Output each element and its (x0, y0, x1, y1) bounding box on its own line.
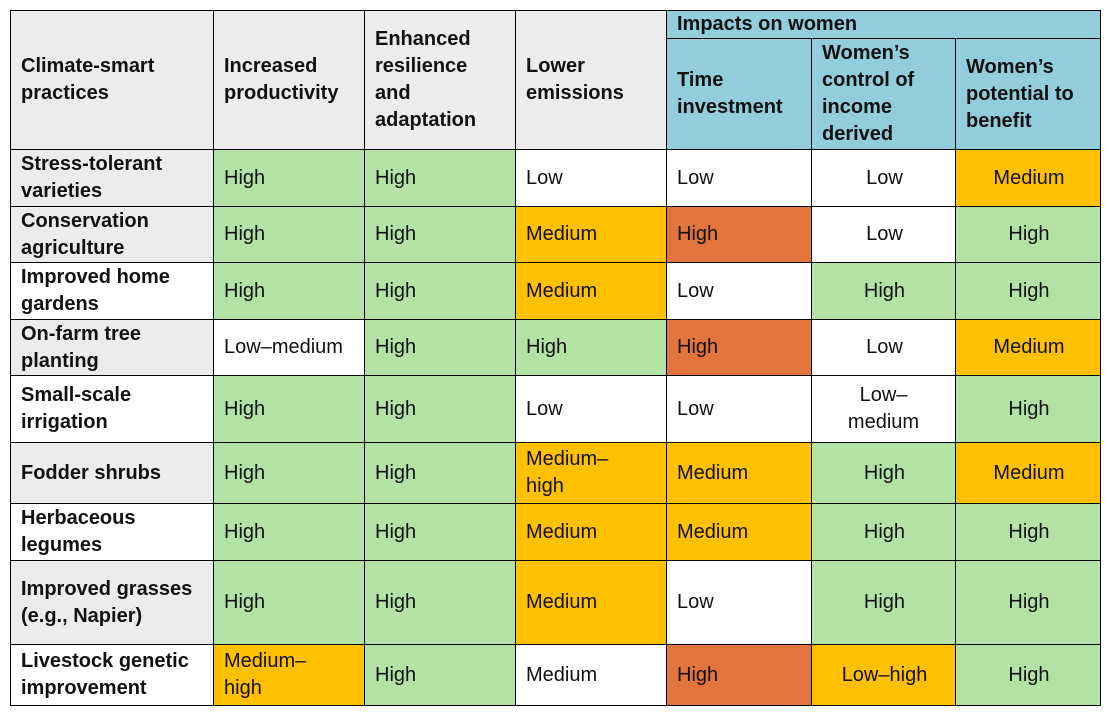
cell-time: Medium (666, 503, 812, 561)
cell-productivity: High (213, 375, 365, 443)
cell-control: Low (811, 206, 956, 263)
cell-benefit: Medium (955, 149, 1101, 207)
cell-time: Low (666, 149, 812, 207)
cell-time: Medium (666, 442, 812, 504)
cell-resilience: High (364, 442, 516, 504)
cell-benefit: High (955, 503, 1101, 561)
cell-control: Low (811, 319, 956, 376)
header-productivity: Increased productivity (213, 10, 365, 150)
cell-time: High (666, 206, 812, 263)
header-potential-benefit: Women’s potential to benefit (955, 38, 1101, 150)
cell-time: Low (666, 560, 812, 645)
row-practice: Herbaceous legumes (10, 503, 214, 561)
cell-productivity: High (213, 442, 365, 504)
cell-productivity: High (213, 262, 365, 320)
header-income-control: Women’s control of income derived (811, 38, 956, 150)
table-row: On-farm tree planting Low–medium High Hi… (10, 319, 1101, 376)
row-practice: Improved home gardens (10, 262, 214, 320)
row-practice: Improved grasses (e.g., Napier) (10, 560, 214, 645)
row-practice: Fodder shrubs (10, 442, 214, 504)
cell-resilience: High (364, 262, 516, 320)
cell-time: Low (666, 375, 812, 443)
row-practice: Small-scale irrigation (10, 375, 214, 443)
header-resilience: Enhanced resilience and adaptation (364, 10, 516, 150)
cell-resilience: High (364, 644, 516, 706)
table-row: Livestock genetic improvement Medium–hig… (10, 644, 1101, 706)
cell-benefit: High (955, 262, 1101, 320)
cell-control: High (811, 560, 956, 645)
cell-resilience: High (364, 560, 516, 645)
cell-emissions: Medium–high (515, 442, 667, 504)
cell-productivity: High (213, 560, 365, 645)
table-row: Herbaceous legumes High High Medium Medi… (10, 503, 1101, 561)
cell-productivity: High (213, 149, 365, 207)
cell-resilience: High (364, 503, 516, 561)
cell-benefit: Medium (955, 319, 1101, 376)
row-practice: Livestock genetic improvement (10, 644, 214, 706)
cell-emissions: High (515, 319, 667, 376)
row-practice: Stress-tolerant varieties (10, 149, 214, 207)
row-practice: On-farm tree planting (10, 319, 214, 376)
cell-control: High (811, 262, 956, 320)
table-row: Stress-tolerant varieties High High Low … (10, 149, 1101, 207)
cell-resilience: High (364, 375, 516, 443)
cell-productivity: Medium–high (213, 644, 365, 706)
table-row: Conservation agriculture High High Mediu… (10, 206, 1101, 263)
cell-resilience: High (364, 319, 516, 376)
row-practice: Conservation agriculture (10, 206, 214, 263)
header-time-investment: Time investment (666, 38, 812, 150)
cell-productivity: High (213, 503, 365, 561)
cell-resilience: High (364, 206, 516, 263)
cell-control: Low–high (811, 644, 956, 706)
cell-time: High (666, 644, 812, 706)
cell-productivity: High (213, 206, 365, 263)
cell-resilience: High (364, 149, 516, 207)
header-practices: Climate-smart practices (10, 10, 214, 150)
cell-emissions: Low (515, 375, 667, 443)
header-impacts-on-women: Impacts on women (666, 10, 1101, 39)
cell-control: High (811, 503, 956, 561)
cell-benefit: Medium (955, 442, 1101, 504)
cell-emissions: Medium (515, 644, 667, 706)
cell-productivity: Low–medium (213, 319, 365, 376)
climate-smart-practices-table: Climate-smart practices Increased produc… (10, 10, 1101, 706)
cell-benefit: High (955, 644, 1101, 706)
cell-time: Low (666, 262, 812, 320)
cell-benefit: High (955, 206, 1101, 263)
cell-emissions: Medium (515, 560, 667, 645)
cell-benefit: High (955, 375, 1101, 443)
cell-emissions: Medium (515, 262, 667, 320)
header-emissions: Lower emissions (515, 10, 667, 150)
table-row: Improved home gardens High High Medium L… (10, 262, 1101, 320)
cell-emissions: Medium (515, 206, 667, 263)
cell-emissions: Low (515, 149, 667, 207)
cell-control: Low (811, 149, 956, 207)
cell-emissions: Medium (515, 503, 667, 561)
cell-time: High (666, 319, 812, 376)
cell-control: High (811, 442, 956, 504)
table-row: Small-scale irrigation High High Low Low… (10, 375, 1101, 443)
table-row: Improved grasses (e.g., Napier) High Hig… (10, 560, 1101, 645)
cell-benefit: High (955, 560, 1101, 645)
table-row: Fodder shrubs High High Medium–high Medi… (10, 442, 1101, 504)
cell-control: Low–medium (811, 375, 956, 443)
